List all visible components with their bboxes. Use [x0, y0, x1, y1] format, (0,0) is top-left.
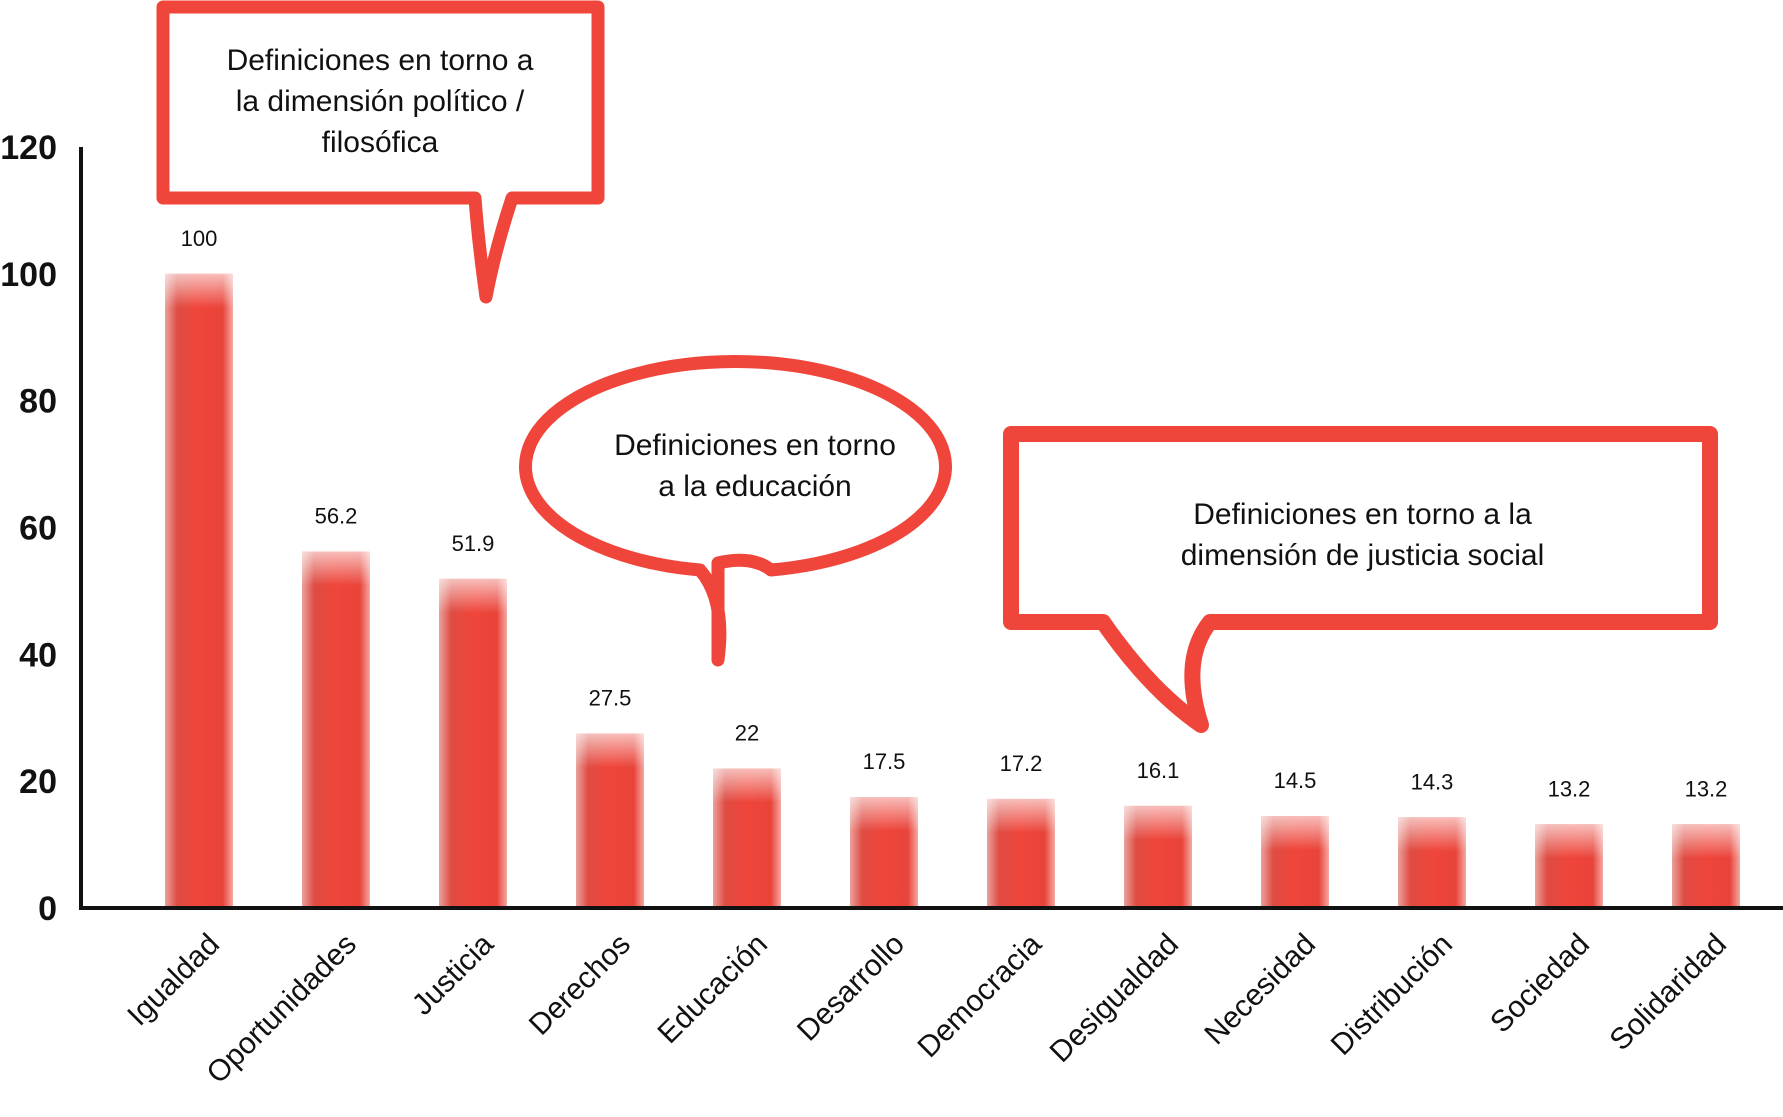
bar [439, 578, 507, 906]
bar-highlight [1124, 805, 1192, 840]
value-label: 13.2 [1685, 776, 1728, 801]
callout-political-philosophical-text: Definiciones en torno a la dimensión pol… [170, 40, 590, 163]
category-label: Igualdad [121, 928, 226, 1033]
callout-line: Definiciones en torno a la [1193, 498, 1532, 531]
category-label: Solidaridad [1603, 928, 1732, 1057]
callout-line: filosófica [321, 126, 439, 159]
y-tick-label: 100 [0, 256, 57, 294]
y-tick-label: 0 [38, 890, 57, 928]
category-label: Sociedad [1484, 928, 1596, 1040]
category-label: Desigualdad [1044, 928, 1185, 1069]
bar-highlight [1672, 824, 1740, 859]
callout-line: a la educación [658, 470, 852, 503]
callout-social-justice [1003, 426, 1718, 733]
value-label: 27.5 [589, 686, 632, 711]
y-tick-label: 40 [19, 636, 57, 674]
callout-line: la dimensión político / [235, 85, 525, 118]
bar-highlight [165, 273, 233, 308]
value-label: 100 [181, 226, 218, 251]
bar-highlight [1261, 816, 1329, 851]
bar [302, 551, 370, 906]
value-label: 16.1 [1137, 758, 1180, 783]
value-label: 14.3 [1411, 769, 1454, 794]
bar-highlight [850, 797, 918, 832]
callout-social-justice-text: Definiciones en torno a la dimensión de … [1040, 494, 1685, 576]
callout-line: dimensión de justicia social [1180, 539, 1545, 572]
y-tick-label: 80 [19, 383, 57, 421]
category-label: Desarrollo [791, 928, 911, 1048]
value-label: 14.5 [1274, 768, 1317, 793]
y-tick-label: 20 [19, 763, 57, 801]
bar-highlight [302, 551, 370, 586]
y-tick-labels: 0 20 40 60 80 100 120 [0, 129, 57, 928]
bar-highlight [1535, 824, 1603, 859]
value-label: 17.5 [863, 749, 906, 774]
category-label: Democracia [911, 927, 1048, 1064]
y-tick-label: 60 [19, 510, 57, 548]
value-label: 51.9 [452, 531, 495, 556]
category-label: Educación [652, 928, 774, 1050]
value-label: 13.2 [1548, 776, 1591, 801]
bar-highlight [439, 578, 507, 613]
bar [165, 273, 233, 906]
bar-highlight [1398, 817, 1466, 852]
category-label: Distribución [1325, 928, 1459, 1062]
bar-highlight [987, 798, 1055, 833]
value-label: 17.2 [1000, 751, 1043, 776]
callout-line: Definiciones en torno a [226, 44, 534, 77]
value-label: 22 [735, 720, 759, 745]
callout-line: Definiciones en torno [614, 429, 896, 462]
value-labels: 100 56.2 51.9 27.5 22 17.5 17.2 16.1 14.5 14.3 13.… [181, 226, 1728, 801]
category-label: Derechos [523, 928, 637, 1042]
callout-political-philosophical [156, 0, 605, 304]
category-label: Justicia [406, 927, 500, 1021]
callout-education [519, 355, 952, 667]
y-tick-label: 120 [0, 129, 57, 167]
value-label: 56.2 [315, 504, 358, 529]
callout-education-text: Definiciones en torno a la educación [560, 425, 950, 507]
category-label: Necesidad [1198, 928, 1322, 1052]
bar-highlight [713, 768, 781, 803]
bar-highlight [576, 733, 644, 768]
bars [165, 273, 1740, 906]
